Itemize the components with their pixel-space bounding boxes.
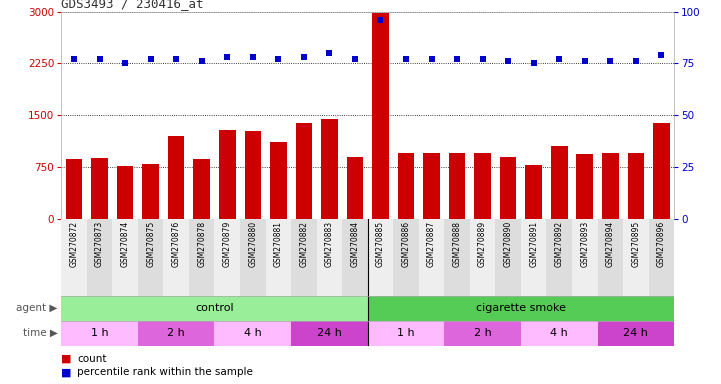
Bar bbox=[138, 321, 215, 346]
Text: 2 h: 2 h bbox=[167, 328, 185, 338]
Text: GSM270891: GSM270891 bbox=[529, 221, 538, 267]
Text: count: count bbox=[77, 354, 107, 364]
Bar bbox=[117, 166, 133, 219]
Bar bbox=[627, 153, 644, 219]
Text: GSM270890: GSM270890 bbox=[504, 221, 513, 267]
Bar bbox=[87, 219, 112, 296]
Bar bbox=[419, 219, 444, 296]
Bar bbox=[265, 219, 291, 296]
Bar bbox=[470, 219, 495, 296]
Bar bbox=[164, 219, 189, 296]
Bar bbox=[598, 321, 674, 346]
Text: GSM270889: GSM270889 bbox=[478, 221, 487, 267]
Bar bbox=[448, 153, 465, 219]
Text: 2 h: 2 h bbox=[474, 328, 492, 338]
Bar bbox=[189, 219, 215, 296]
Text: 1 h: 1 h bbox=[397, 328, 415, 338]
Bar bbox=[551, 146, 567, 219]
Bar bbox=[92, 158, 108, 219]
Text: GSM270880: GSM270880 bbox=[248, 221, 257, 267]
Bar bbox=[444, 219, 470, 296]
Text: GSM270873: GSM270873 bbox=[95, 221, 104, 267]
Bar bbox=[240, 219, 265, 296]
Bar bbox=[244, 131, 261, 219]
Bar bbox=[526, 165, 542, 219]
Text: 4 h: 4 h bbox=[244, 328, 262, 338]
Text: percentile rank within the sample: percentile rank within the sample bbox=[77, 367, 253, 377]
Bar bbox=[112, 219, 138, 296]
Bar bbox=[66, 159, 82, 219]
Bar bbox=[347, 157, 363, 219]
Text: time ▶: time ▶ bbox=[23, 328, 58, 338]
Text: GSM270879: GSM270879 bbox=[223, 221, 231, 267]
Bar bbox=[61, 219, 87, 296]
Bar bbox=[61, 296, 368, 321]
Text: GSM270883: GSM270883 bbox=[325, 221, 334, 267]
Text: GSM270887: GSM270887 bbox=[427, 221, 436, 267]
Bar bbox=[649, 219, 674, 296]
Bar bbox=[61, 321, 138, 346]
Bar bbox=[296, 124, 312, 219]
Bar bbox=[193, 159, 210, 219]
Text: GSM270882: GSM270882 bbox=[299, 221, 309, 267]
Bar bbox=[291, 321, 368, 346]
Bar bbox=[142, 164, 159, 219]
Text: GDS3493 / 230416_at: GDS3493 / 230416_at bbox=[61, 0, 204, 10]
Bar bbox=[368, 321, 444, 346]
Text: GSM270896: GSM270896 bbox=[657, 221, 666, 267]
Bar bbox=[393, 219, 419, 296]
Bar bbox=[500, 157, 516, 219]
Text: GSM270876: GSM270876 bbox=[172, 221, 181, 267]
Text: agent ▶: agent ▶ bbox=[17, 303, 58, 313]
Bar bbox=[598, 219, 623, 296]
Text: 24 h: 24 h bbox=[317, 328, 342, 338]
Text: GSM270895: GSM270895 bbox=[632, 221, 640, 267]
Text: 4 h: 4 h bbox=[550, 328, 568, 338]
Bar bbox=[577, 154, 593, 219]
Bar bbox=[521, 321, 598, 346]
Bar bbox=[474, 153, 491, 219]
Text: GSM270893: GSM270893 bbox=[580, 221, 589, 267]
Text: ■: ■ bbox=[61, 354, 72, 364]
Bar bbox=[321, 119, 337, 219]
Bar bbox=[342, 219, 368, 296]
Bar bbox=[398, 153, 415, 219]
Bar bbox=[368, 296, 674, 321]
Bar bbox=[521, 219, 547, 296]
Text: GSM270884: GSM270884 bbox=[350, 221, 360, 267]
Bar bbox=[219, 131, 236, 219]
Bar bbox=[602, 153, 619, 219]
Bar bbox=[444, 321, 521, 346]
Text: GSM270875: GSM270875 bbox=[146, 221, 155, 267]
Bar bbox=[168, 136, 185, 219]
Bar bbox=[623, 219, 649, 296]
Bar bbox=[215, 219, 240, 296]
Text: GSM270886: GSM270886 bbox=[402, 221, 410, 267]
Text: GSM270874: GSM270874 bbox=[120, 221, 130, 267]
Bar bbox=[423, 153, 440, 219]
Bar bbox=[215, 321, 291, 346]
Bar bbox=[138, 219, 164, 296]
Text: ■: ■ bbox=[61, 367, 72, 377]
Text: cigarette smoke: cigarette smoke bbox=[476, 303, 566, 313]
Bar bbox=[495, 219, 521, 296]
Text: GSM270881: GSM270881 bbox=[274, 221, 283, 267]
Text: 24 h: 24 h bbox=[624, 328, 648, 338]
Bar bbox=[291, 219, 317, 296]
Text: GSM270885: GSM270885 bbox=[376, 221, 385, 267]
Bar bbox=[317, 219, 342, 296]
Text: GSM270878: GSM270878 bbox=[198, 221, 206, 267]
Text: GSM270872: GSM270872 bbox=[69, 221, 79, 267]
Bar bbox=[547, 219, 572, 296]
Bar bbox=[270, 142, 287, 219]
Bar bbox=[372, 13, 389, 219]
Text: GSM270892: GSM270892 bbox=[554, 221, 564, 267]
Text: 1 h: 1 h bbox=[91, 328, 108, 338]
Bar bbox=[368, 219, 393, 296]
Bar bbox=[572, 219, 598, 296]
Text: control: control bbox=[195, 303, 234, 313]
Text: GSM270894: GSM270894 bbox=[606, 221, 615, 267]
Bar bbox=[653, 124, 670, 219]
Text: GSM270888: GSM270888 bbox=[453, 221, 461, 267]
